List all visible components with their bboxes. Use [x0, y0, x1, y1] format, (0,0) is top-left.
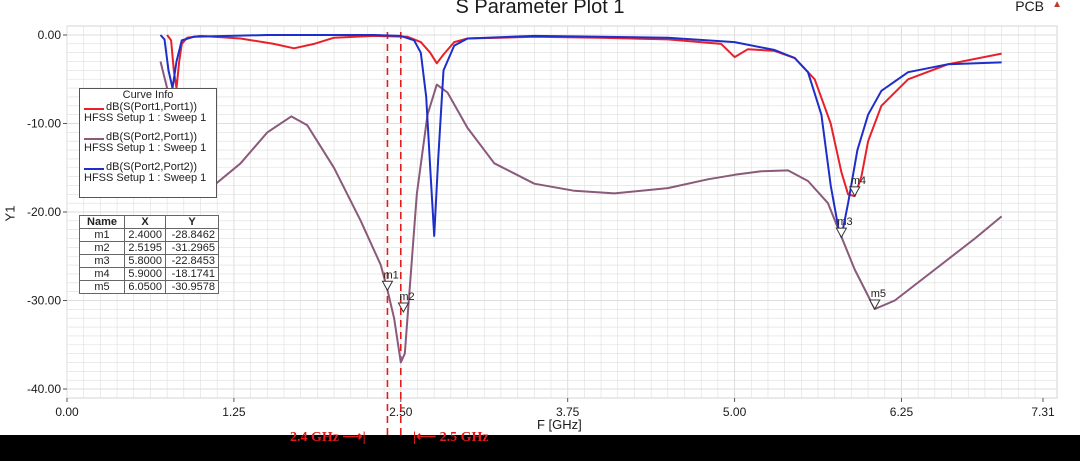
x-tick-label: 1.25	[222, 405, 246, 419]
y-axis-label: Y1	[2, 205, 18, 222]
column-header-y: Y	[165, 215, 219, 229]
legend-title: Curve Info	[122, 89, 174, 101]
legend-item-s22[interactable]: dB(S(Port2,Port2)) HFSS Setup 1 : Sweep …	[82, 162, 216, 192]
marker-y-cell: -22.8453	[165, 254, 219, 268]
x-tick-label: 7.31	[1031, 405, 1055, 419]
marker-y-cell: -31.2965	[165, 241, 219, 255]
column-header-x: X	[124, 215, 166, 229]
series-line-3[interactable]	[159, 34, 1002, 238]
marker-label: m3	[837, 216, 852, 228]
marker-triangle[interactable]	[397, 302, 410, 314]
curve-info-legend[interactable]: Curve Info dB(S(Port1,Port1)) HFSS Setup…	[79, 88, 217, 198]
legend-swatch	[84, 138, 104, 140]
design-name-label[interactable]: PCB	[1015, 0, 1044, 14]
y-tick-label: -40.00	[27, 382, 61, 396]
table-row[interactable]: m1 2.4000 -28.8462	[79, 228, 219, 242]
legend-item-name: dB(S(Port2,Port2))	[106, 161, 198, 173]
marker-name-cell: m3	[79, 254, 125, 268]
marker-label: m2	[399, 291, 414, 303]
marker-name-cell: m2	[79, 241, 125, 255]
marker-triangle[interactable]	[381, 280, 394, 292]
marker-y-cell: -18.1741	[165, 267, 219, 281]
marker-x-cell: 6.0500	[124, 280, 166, 294]
y-tick-label: 0.00	[38, 28, 62, 42]
x-tick-label: 0.00	[55, 405, 79, 419]
marker-x-cell: 2.5195	[124, 241, 166, 255]
x-axis-label: F [GHz]	[537, 417, 582, 432]
legend-item-s21[interactable]: dB(S(Port2,Port1)) HFSS Setup 1 : Sweep …	[82, 132, 216, 162]
legend-item-name: dB(S(Port2,Port1))	[106, 131, 198, 143]
x-tick-label: 6.25	[890, 405, 914, 419]
table-row[interactable]: m5 6.0500 -30.9578	[79, 280, 219, 294]
marker-x-cell: 5.9000	[124, 267, 166, 281]
table-row[interactable]: m3 5.8000 -22.8453	[79, 254, 219, 268]
marker-name-cell: m5	[79, 280, 125, 294]
marker-y-cell: -30.9578	[165, 280, 219, 294]
legend-item-s11[interactable]: dB(S(Port1,Port1)) HFSS Setup 1 : Sweep …	[82, 102, 216, 132]
marker-label: m5	[871, 288, 886, 300]
marker-name-cell: m4	[79, 267, 125, 281]
x-tick-label: 3.75	[556, 405, 580, 419]
y-tick-label: -20.00	[27, 205, 61, 219]
band-note-left: 2.4 GHz ⟶|	[290, 430, 366, 445]
triangle-up-icon[interactable]: ▲	[1052, 0, 1062, 10]
table-row[interactable]: m2 2.5195 -31.2965	[79, 241, 219, 255]
marker-label: m1	[383, 269, 398, 281]
marker-triangle[interactable]	[848, 186, 861, 197]
y-tick-label: -10.00	[27, 117, 61, 131]
band-note-left-text: 2.4 GHz	[290, 430, 339, 445]
x-tick-label: 2.50	[389, 405, 413, 419]
marker-x-cell: 2.4000	[124, 228, 166, 242]
marker-name-cell: m1	[79, 228, 125, 242]
marker-x-cell: 5.8000	[124, 254, 166, 268]
table-row[interactable]: m4 5.9000 -18.1741	[79, 267, 219, 281]
legend-swatch	[84, 168, 104, 170]
column-header-name: Name	[79, 215, 125, 229]
y-tick-label: -30.00	[27, 294, 61, 308]
marker-table-header: Name X Y	[79, 215, 219, 229]
caption-band	[0, 435, 1080, 461]
legend-swatch	[84, 108, 104, 110]
band-note-right: |⟵ 2.5 GHz	[413, 430, 489, 445]
legend-item-name: dB(S(Port1,Port1))	[106, 101, 198, 113]
marker-y-cell: -28.8462	[165, 228, 219, 242]
series-line-2[interactable]	[159, 61, 1003, 364]
legend-item-setup: HFSS Setup 1 : Sweep 1	[84, 142, 207, 154]
legend-item-setup: HFSS Setup 1 : Sweep 1	[84, 112, 207, 124]
marker-triangle[interactable]	[835, 227, 848, 239]
band-note-right-text: 2.5 GHz	[439, 430, 489, 445]
plot-title: S Parameter Plot 1	[455, 0, 625, 18]
legend-item-setup: HFSS Setup 1 : Sweep 1	[84, 172, 207, 184]
marker-label: m4	[851, 175, 866, 187]
marker-triangle[interactable]	[868, 299, 881, 311]
x-tick-label: 5.00	[723, 405, 747, 419]
marker-table[interactable]: Name X Y m1 2.4000 -28.8462 m2 2.5195 -3…	[79, 215, 219, 294]
